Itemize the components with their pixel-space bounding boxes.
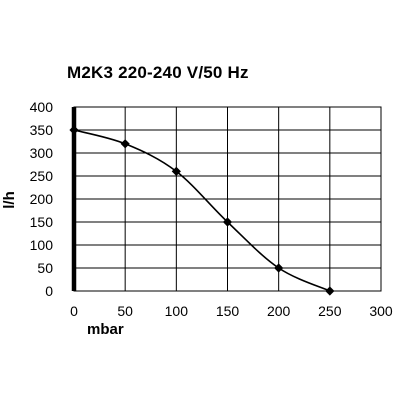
data-point-marker [120, 139, 130, 149]
x-tick-labels: 0 50 100 150 200 250 300 [70, 303, 393, 319]
y-tick-label: 350 [30, 122, 54, 138]
x-tick-label: 100 [165, 303, 189, 319]
data-point-marker [171, 166, 181, 176]
x-tick-label: 200 [267, 303, 291, 319]
y-tick-label: 300 [30, 145, 54, 161]
data-point-marker [274, 263, 284, 273]
flow-curve [73, 129, 331, 292]
flow-curve-line [73, 129, 331, 292]
y-tick-label: 150 [30, 214, 54, 230]
data-point-marker [222, 217, 233, 227]
x-tick-label: 300 [369, 303, 393, 319]
y-tick-labels: 0 50 100 150 200 250 300 350 400 [30, 99, 54, 299]
x-tick-label: 250 [318, 303, 342, 319]
y-axis-title: l/h [1, 191, 18, 209]
data-point-marker [325, 286, 335, 296]
y-tick-label: 250 [30, 168, 54, 184]
y-tick-label: 200 [30, 191, 54, 207]
x-axis-title: mbar [87, 321, 124, 338]
data-point-marker [69, 125, 79, 135]
y-tick-label: 400 [30, 99, 54, 115]
chart-title: M2K3 220-240 V/50 Hz [67, 63, 249, 82]
x-tick-label: 0 [70, 303, 78, 319]
data-markers [69, 125, 335, 296]
y-tick-label: 0 [45, 283, 53, 299]
y-tick-label: 100 [30, 237, 54, 253]
grid [73, 106, 382, 292]
x-tick-label: 150 [216, 303, 240, 319]
y-tick-label: 50 [37, 260, 53, 276]
x-tick-label: 50 [117, 303, 133, 319]
